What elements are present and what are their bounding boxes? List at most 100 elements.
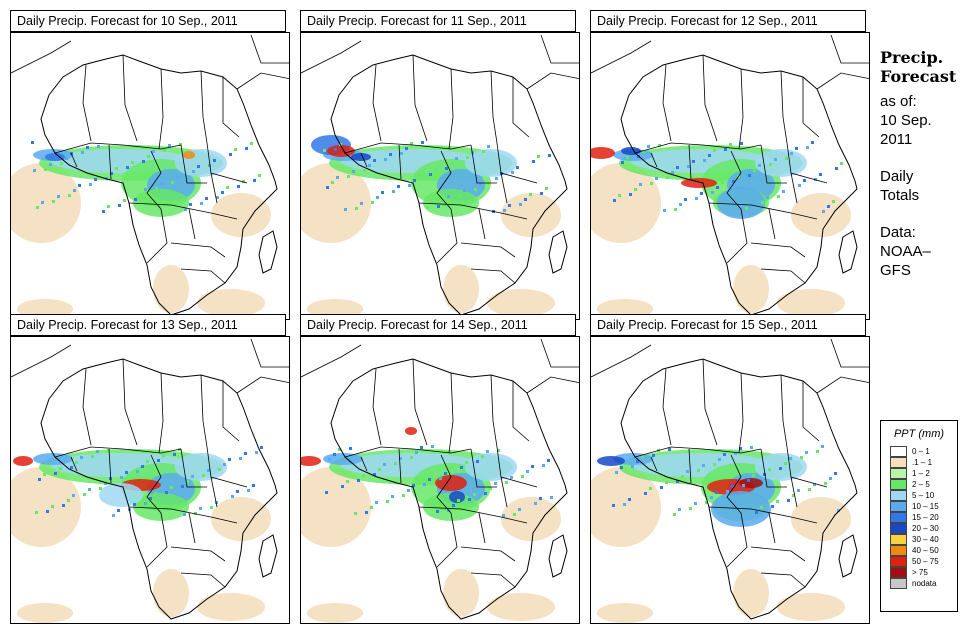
country-border [470, 572, 516, 588]
country-border [726, 208, 748, 264]
surrounding-coastline [301, 338, 579, 394]
surrounding-coastline [11, 34, 289, 90]
precip-map [590, 32, 870, 320]
surrounding-coastline [11, 338, 289, 394]
info-data-label: Data: [880, 224, 916, 241]
country-border [460, 546, 516, 562]
country-border [478, 512, 486, 544]
legend-swatch [890, 545, 907, 556]
country-border [170, 242, 226, 258]
country-border [768, 512, 776, 544]
country-border [780, 374, 788, 448]
legend-swatch [890, 490, 907, 501]
panel-title: Daily Precip. Forecast for 15 Sep., 2011 [590, 314, 866, 336]
legend-item: 15 – 20 [881, 512, 957, 523]
country-border [688, 448, 692, 484]
country-border [360, 456, 368, 472]
country-border [760, 268, 806, 284]
country-border [170, 546, 226, 562]
country-border [650, 456, 658, 472]
country-border [180, 144, 207, 184]
legend-swatch [890, 512, 907, 523]
legend-item: 20 – 30 [881, 523, 957, 534]
country-border [210, 172, 218, 204]
africa-map-svg [591, 34, 869, 319]
legend-item: 0 – 1 [881, 446, 957, 457]
country-border [760, 448, 787, 488]
precip-map [10, 336, 290, 624]
country-border [500, 172, 508, 204]
precip-map [10, 32, 290, 320]
country-border [726, 150, 742, 210]
country-border [634, 446, 762, 458]
country-border [70, 152, 78, 168]
country-border [158, 372, 164, 454]
legend-item: 1 – 2 [881, 468, 957, 479]
legend-label: 5 – 10 [912, 491, 935, 500]
legend-swatch [890, 556, 907, 567]
country-border [180, 448, 207, 488]
country-border [708, 202, 818, 220]
country-border [490, 374, 498, 448]
country-border [146, 208, 168, 264]
info-heading-1: Precip. [880, 48, 944, 67]
country-border [790, 172, 798, 204]
country-border [634, 142, 762, 154]
country-border [726, 512, 748, 568]
legend-label: 30 – 40 [912, 535, 939, 544]
info-year: 2011 [880, 131, 913, 148]
country-border [750, 242, 806, 258]
legend-item: 2 – 5 [881, 479, 957, 490]
legend-label: 2 – 5 [912, 480, 930, 489]
legend-label: 0 – 1 [912, 447, 930, 456]
legend-label: .1 – 1 [912, 458, 933, 467]
legend-swatch [890, 446, 907, 457]
africa-coastline [40, 358, 278, 620]
country-border [436, 150, 452, 210]
country-border [708, 506, 818, 524]
country-border [200, 374, 208, 448]
country-border [662, 368, 672, 446]
legend-item: 30 – 40 [881, 534, 957, 545]
country-border [146, 454, 162, 514]
legend-label: nodata [912, 579, 937, 588]
forecast-info: Precip. Forecast as of: 10 Sep. 2011 Dai… [880, 48, 965, 280]
country-border [372, 368, 382, 446]
country-border [662, 64, 672, 142]
madagascar-coastline [838, 534, 858, 578]
africa-coastline [330, 358, 568, 620]
country-border [650, 152, 658, 168]
info-date: 10 Sep. [880, 112, 932, 129]
info-heading-2: Forecast [880, 67, 957, 86]
legend-item: 40 – 50 [881, 545, 957, 556]
legend-item: .1 – 1 [881, 457, 957, 468]
legend-label: > 75 [912, 568, 928, 577]
country-border [512, 77, 530, 138]
country-border [122, 358, 138, 446]
country-border [158, 68, 164, 150]
legend-swatch [890, 578, 907, 589]
country-border [70, 456, 78, 472]
legend-rows: 0 – 1 .1 – 1 1 – 2 2 – 5 5 – 10 10 – 15 15 – 2… [881, 446, 957, 589]
country-border [512, 381, 530, 442]
africa-map-svg [301, 338, 579, 623]
legend-item: 50 – 75 [881, 556, 957, 567]
africa-coastline [620, 54, 858, 316]
country-border [436, 512, 458, 568]
country-border [222, 381, 240, 442]
legend-swatch [890, 457, 907, 468]
country-border [398, 448, 402, 484]
legend-label: 15 – 20 [912, 513, 939, 522]
country-border [180, 572, 226, 588]
country-border [360, 152, 368, 168]
legend-item: 10 – 15 [881, 501, 957, 512]
country-border [54, 142, 182, 154]
panel-title: Daily Precip. Forecast for 10 Sep., 2011 [10, 10, 286, 32]
africa-map-svg [11, 338, 289, 623]
legend-swatch [890, 567, 907, 578]
precip-legend: PPT (mm) 0 – 1 .1 – 1 1 – 2 2 – 5 5 – 10 10 –… [880, 420, 958, 612]
info-source-2: GFS [880, 262, 911, 279]
legend-swatch [890, 501, 907, 512]
legend-swatch [890, 479, 907, 490]
country-border [200, 70, 208, 144]
